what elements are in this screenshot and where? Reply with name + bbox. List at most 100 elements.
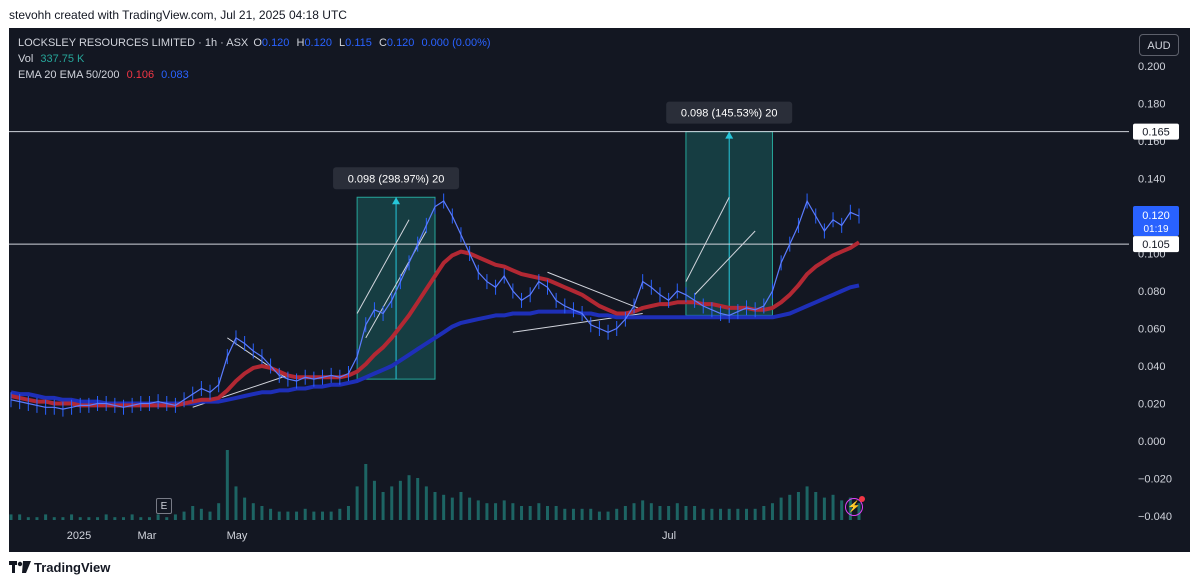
level-label-box (1133, 123, 1179, 140)
volume-bar (381, 492, 385, 520)
volume-bar (104, 514, 108, 520)
volume-bar (814, 492, 818, 520)
volume-bar (537, 503, 541, 520)
volume-bar (44, 514, 48, 520)
trendline (694, 230, 756, 296)
x-tick-label: Mar (138, 530, 157, 542)
volume-bar (147, 517, 151, 520)
volume-bar (502, 500, 506, 520)
volume-bar (745, 508, 749, 520)
volume-bar (321, 511, 325, 520)
measure-boxes: 0.098 (298.97%) 20 0.098 (145.53%) 20 (333, 101, 793, 380)
symbol-legend[interactable]: LOCKSLEY RESOURCES LIMITED · 1h · ASX O0… (18, 37, 491, 49)
volume-bar (675, 503, 679, 520)
currency-button[interactable]: AUD (1139, 34, 1179, 56)
open-label: O (253, 37, 262, 49)
measure-label-box (333, 167, 460, 190)
volume-legend[interactable]: Vol 337.75 K (18, 53, 84, 65)
volume-bar (78, 517, 82, 520)
ema20-layer (10, 240, 861, 408)
volume-bars (9, 450, 861, 520)
price-chart[interactable]: 0.098 (298.97%) 20 0.098 (145.53%) 20 0.2… (9, 28, 1190, 552)
measure-arrowhead (725, 131, 734, 139)
volume-bar (736, 508, 740, 520)
volume-bar (840, 500, 844, 520)
volume-bar (468, 497, 472, 520)
volume-bar (61, 517, 65, 520)
volume-bar (9, 514, 13, 520)
volume-bar (407, 475, 411, 520)
volume-bar (606, 511, 610, 520)
y-tick-label: 0.020 (1138, 399, 1166, 411)
volume-bar (139, 517, 143, 520)
volume-bar (364, 464, 368, 520)
volume-bar (485, 503, 489, 520)
volume-bar (615, 508, 619, 520)
volume-bar (796, 492, 800, 520)
volume-bar (580, 508, 584, 520)
y-tick-label: 0.200 (1138, 61, 1166, 73)
volume-bar (329, 511, 333, 520)
volume-bar (113, 517, 117, 520)
measure-label: 0.098 (298.97%) 20 (348, 173, 445, 185)
volume-bar (18, 514, 22, 520)
volume-bar (762, 506, 766, 520)
credit-bar: stevohh created with TradingView.com, Ju… (0, 0, 1199, 28)
volume-bar (433, 492, 437, 520)
volume-bar (277, 511, 281, 520)
level-label-box (1133, 236, 1179, 253)
volume-bar (372, 480, 376, 520)
y-tick-label: 0.060 (1138, 324, 1166, 336)
level-label: 0.105 (1142, 239, 1170, 251)
volume-bar (520, 506, 524, 520)
volume-bar (476, 500, 480, 520)
notification-dot (859, 496, 865, 502)
y-tick-label: −0.020 (1138, 474, 1172, 486)
tradingview-wordmark: TradingView (34, 560, 111, 575)
volume-value: 337.75 K (40, 53, 85, 65)
volume-bar (208, 511, 212, 520)
symbol-title[interactable]: LOCKSLEY RESOURCES LIMITED · 1h · ASX (18, 37, 249, 49)
current-price-box (1133, 206, 1179, 236)
measure-arrowhead (392, 197, 401, 205)
volume-bar (788, 494, 792, 520)
tradingview-logo-icon (9, 561, 31, 573)
chart-panel[interactable]: 0.098 (298.97%) 20 0.098 (145.53%) 20 0.2… (9, 28, 1190, 552)
open-value: 0.120 (261, 37, 290, 49)
volume-bar (130, 514, 134, 520)
earnings-marker[interactable]: E (156, 498, 172, 514)
volume-bar (641, 500, 645, 520)
flash-icon[interactable]: ⚡ (845, 496, 865, 516)
volume-bar (597, 511, 601, 520)
volume-bar (528, 506, 532, 520)
volume-bar (312, 511, 316, 520)
volume-bar (822, 497, 826, 520)
volume-bar (390, 486, 394, 520)
volume-bar (346, 506, 350, 520)
volume-bar (459, 492, 463, 520)
ema-legend[interactable]: EMA 20 EMA 50/200 0.106 0.083 (18, 69, 189, 81)
y-tick-label: 0.180 (1138, 99, 1166, 111)
level-label: 0.165 (1142, 127, 1170, 139)
volume-bar (494, 503, 498, 520)
volume-bar (658, 506, 662, 520)
volume-bar (632, 503, 636, 520)
volume-bar (52, 517, 56, 520)
volume-bar (87, 517, 91, 520)
volume-bar (416, 478, 420, 520)
volume-bar (165, 517, 169, 520)
change-value: 0.000 (0.00%) (421, 37, 491, 49)
volume-bar (442, 494, 446, 520)
y-tick-label: 0.140 (1138, 174, 1166, 186)
volume-bar (35, 517, 39, 520)
volume-bar (684, 506, 688, 520)
close-value: 0.120 (386, 37, 415, 49)
ema50-value: 0.083 (161, 69, 189, 81)
volume-bar (269, 508, 273, 520)
time-axis: 2025 Mar May Jul (67, 530, 676, 542)
footer: TradingView (0, 552, 1199, 584)
x-tick-label: 2025 (67, 530, 91, 542)
x-tick-label: Jul (662, 530, 676, 542)
y-tick-label: 0.080 (1138, 286, 1166, 298)
ema20-value: 0.106 (126, 69, 155, 81)
